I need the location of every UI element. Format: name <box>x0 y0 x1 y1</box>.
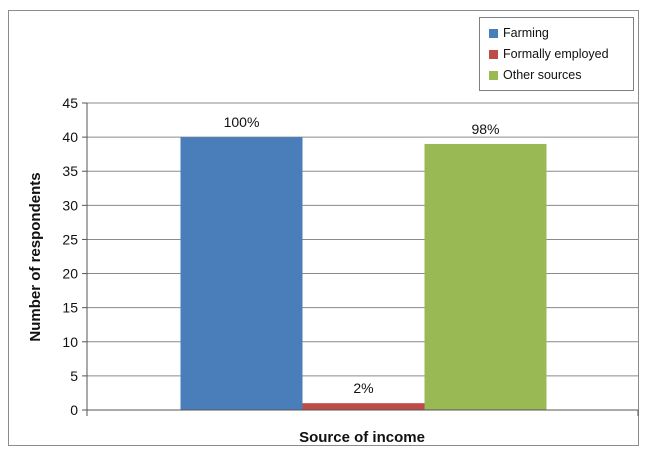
legend-label-other-sources: Other sources <box>503 68 582 82</box>
y-tick-label-10: 10 <box>62 334 78 350</box>
y-tick-label-45: 45 <box>62 95 78 111</box>
y-tick-label-40: 40 <box>62 129 78 145</box>
legend-swatch-farming <box>489 28 498 38</box>
y-tick-label-35: 35 <box>62 163 78 179</box>
data-label-other-sources: 98% <box>471 121 499 137</box>
y-tick-label-5: 5 <box>70 368 78 384</box>
legend-swatch-other-sources <box>489 70 498 80</box>
bars <box>180 137 547 410</box>
y-tick-label-15: 15 <box>62 300 78 316</box>
legend-item-formally-employed: Formally employed <box>489 46 609 62</box>
axes: 0 5 10 15 20 25 30 35 40 45 <box>62 95 639 418</box>
legend-item-farming: Farming <box>489 25 549 41</box>
bar-farming <box>180 137 303 410</box>
y-tick-label-25: 25 <box>62 231 78 247</box>
y-tick-label-30: 30 <box>62 197 78 213</box>
legend-label-farming: Farming <box>503 26 549 40</box>
data-labels: 100% 2% 98% <box>224 114 500 396</box>
data-label-farming: 100% <box>224 114 260 130</box>
legend-item-other-sources: Other sources <box>489 67 582 83</box>
gridlines <box>87 102 638 377</box>
legend-swatch-formally-employed <box>489 49 498 59</box>
legend: Farming Formally employed Other sources <box>479 17 634 91</box>
y-axis-title: Number of respondents <box>27 172 44 341</box>
data-label-formally-employed: 2% <box>353 380 373 396</box>
y-tick-label-0: 0 <box>70 402 78 418</box>
x-axis-title: Source of income <box>299 429 425 446</box>
y-tick-label-20: 20 <box>62 266 78 282</box>
bar-other-sources <box>424 143 547 410</box>
bar-formally-employed <box>302 403 425 410</box>
legend-label-formally-employed: Formally employed <box>503 47 609 61</box>
